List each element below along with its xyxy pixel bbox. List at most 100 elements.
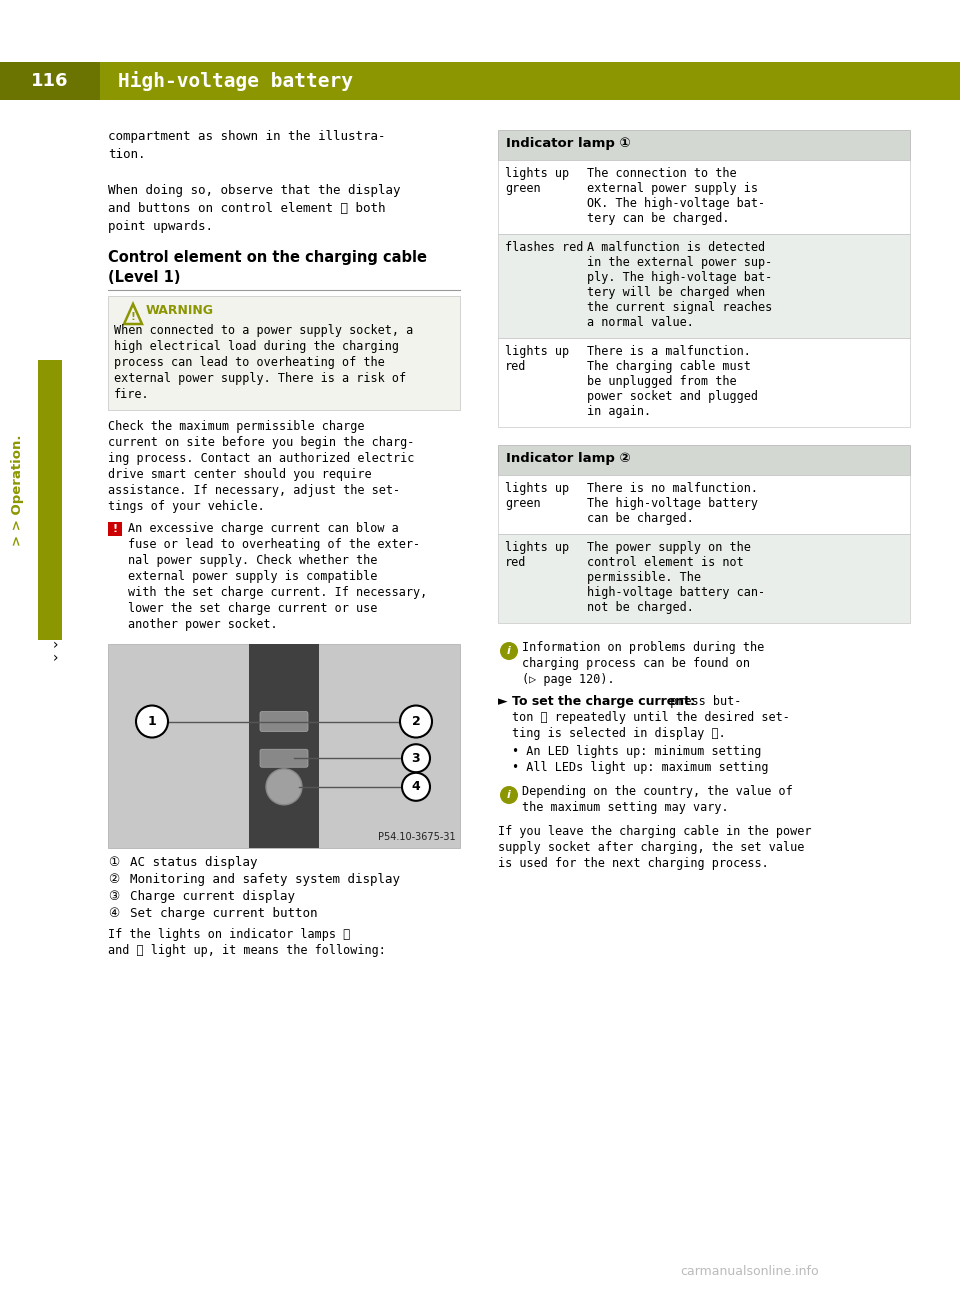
Text: be unplugged from the: be unplugged from the [587, 375, 736, 388]
Circle shape [400, 706, 432, 737]
Text: in the external power sup-: in the external power sup- [587, 256, 772, 270]
Text: ③: ③ [108, 891, 119, 904]
Text: An excessive charge current can blow a: An excessive charge current can blow a [128, 522, 398, 535]
Circle shape [500, 642, 518, 660]
Text: Indicator lamp ②: Indicator lamp ② [506, 452, 631, 465]
Text: current on site before you begin the charg-: current on site before you begin the cha… [108, 436, 415, 449]
Circle shape [266, 768, 302, 805]
Text: AC status display: AC status display [130, 855, 257, 868]
Text: ton ⑤ repeatedly until the desired set-: ton ⑤ repeatedly until the desired set- [512, 711, 790, 724]
Text: point upwards.: point upwards. [108, 220, 213, 233]
Text: assistance. If necessary, adjust the set-: assistance. If necessary, adjust the set… [108, 484, 400, 497]
Text: Set charge current button: Set charge current button [130, 907, 318, 921]
Text: 116: 116 [32, 72, 69, 90]
Text: fire.: fire. [114, 388, 150, 401]
Text: high electrical load during the charging: high electrical load during the charging [114, 340, 399, 353]
Text: P54.10-3675-31: P54.10-3675-31 [378, 832, 456, 842]
Text: nal power supply. Check whether the: nal power supply. Check whether the [128, 553, 377, 566]
Bar [498, 445, 910, 475]
Text: Information on problems during the: Information on problems during the [522, 641, 764, 654]
Text: !: ! [131, 312, 135, 322]
Text: compartment as shown in the illustra-: compartment as shown in the illustra- [108, 130, 386, 143]
Text: • An LED lights up: minimum setting: • An LED lights up: minimum setting [512, 745, 761, 758]
Text: red: red [505, 556, 526, 569]
Text: a normal value.: a normal value. [587, 316, 694, 329]
Circle shape [136, 706, 168, 737]
Bar [498, 339, 910, 427]
Bar [498, 234, 910, 339]
Text: the maximum setting may vary.: the maximum setting may vary. [522, 801, 729, 814]
Bar [498, 475, 910, 534]
Text: 3: 3 [412, 751, 420, 764]
Bar [38, 359, 62, 641]
Text: To set the charge current:: To set the charge current: [512, 695, 695, 708]
Text: lower the set charge current or use: lower the set charge current or use [128, 602, 377, 615]
Bar [498, 160, 910, 234]
Text: The connection to the: The connection to the [587, 167, 736, 180]
Circle shape [402, 773, 430, 801]
Text: High-voltage battery: High-voltage battery [118, 72, 353, 91]
Text: green: green [505, 182, 540, 195]
Text: Control element on the charging cable: Control element on the charging cable [108, 250, 427, 266]
Text: lights up: lights up [505, 167, 569, 180]
Text: tery will be charged when: tery will be charged when [587, 286, 765, 299]
Text: If you leave the charging cable in the power: If you leave the charging cable in the p… [498, 825, 811, 838]
Text: and buttons on control element ⑤ both: and buttons on control element ⑤ both [108, 202, 386, 215]
Bar [108, 296, 460, 410]
Text: ②: ② [108, 874, 119, 885]
Text: flashes red: flashes red [505, 241, 584, 254]
Text: the current signal reaches: the current signal reaches [587, 301, 772, 314]
FancyBboxPatch shape [260, 711, 308, 732]
Text: lights up: lights up [505, 482, 569, 495]
Text: tery can be charged.: tery can be charged. [587, 212, 730, 225]
Text: The charging cable must: The charging cable must [587, 359, 751, 372]
Bar [108, 522, 122, 536]
Text: red: red [505, 359, 526, 372]
Text: There is no malfunction.: There is no malfunction. [587, 482, 758, 495]
Text: with the set charge current. If necessary,: with the set charge current. If necessar… [128, 586, 427, 599]
Text: ply. The high-voltage bat-: ply. The high-voltage bat- [587, 271, 772, 284]
Text: ④: ④ [108, 907, 119, 921]
Text: Depending on the country, the value of: Depending on the country, the value of [522, 785, 793, 798]
Text: 1: 1 [148, 715, 156, 728]
Text: lights up: lights up [505, 542, 569, 553]
Text: The high-voltage battery: The high-voltage battery [587, 497, 758, 510]
Text: high-voltage battery can-: high-voltage battery can- [587, 586, 765, 599]
Text: control element is not: control element is not [587, 556, 744, 569]
Text: When connected to a power supply socket, a: When connected to a power supply socket,… [114, 324, 413, 337]
Text: external power supply is: external power supply is [587, 182, 758, 195]
Text: ①: ① [108, 855, 119, 868]
Text: The power supply on the: The power supply on the [587, 542, 751, 553]
Text: A malfunction is detected: A malfunction is detected [587, 241, 765, 254]
Bar [108, 644, 460, 848]
Text: ›: › [52, 651, 58, 665]
Text: OK. The high-voltage bat-: OK. The high-voltage bat- [587, 197, 765, 210]
Bar [498, 130, 910, 160]
Text: i: i [507, 646, 511, 656]
Text: in again.: in again. [587, 405, 651, 418]
Text: power socket and plugged: power socket and plugged [587, 391, 758, 404]
Text: (▷ page 120).: (▷ page 120). [522, 673, 614, 686]
Bar [0, 62, 100, 100]
Text: press but-: press but- [662, 695, 741, 708]
Circle shape [500, 786, 518, 805]
Bar [249, 644, 319, 848]
Text: !: ! [112, 523, 117, 534]
Text: external power supply. There is a risk of: external power supply. There is a risk o… [114, 372, 406, 385]
Text: process can lead to overheating of the: process can lead to overheating of the [114, 355, 385, 368]
Text: external power supply is compatible: external power supply is compatible [128, 570, 377, 583]
Bar [100, 62, 960, 100]
Text: i: i [507, 790, 511, 799]
Text: carmanualsonline.info: carmanualsonline.info [681, 1266, 819, 1279]
Text: can be charged.: can be charged. [587, 512, 694, 525]
Text: ting is selected in display ③.: ting is selected in display ③. [512, 727, 726, 740]
Circle shape [402, 745, 430, 772]
Text: Charge current display: Charge current display [130, 891, 295, 904]
FancyBboxPatch shape [260, 749, 308, 767]
Text: green: green [505, 497, 540, 510]
Text: another power socket.: another power socket. [128, 618, 277, 631]
Text: Check the maximum permissible charge: Check the maximum permissible charge [108, 421, 365, 434]
Text: tion.: tion. [108, 148, 146, 161]
Text: WARNING: WARNING [146, 303, 214, 316]
Bar [498, 534, 910, 622]
